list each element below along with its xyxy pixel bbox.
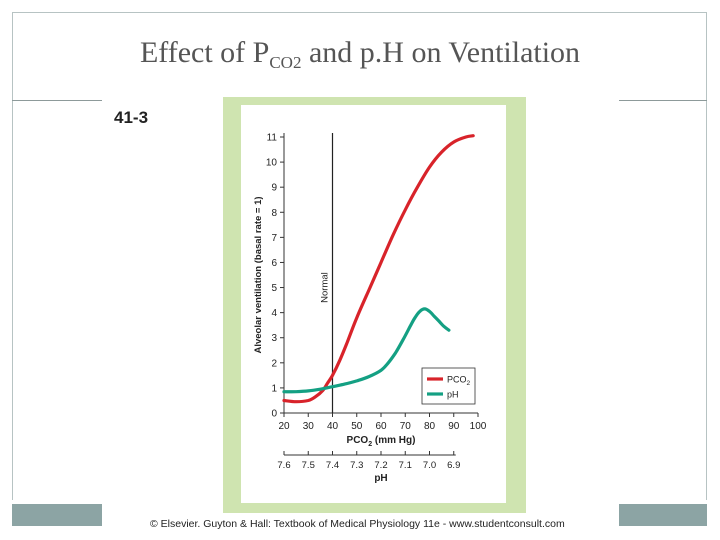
legend-ph-label: pH (447, 390, 459, 400)
ph-tick-label: 7.6 (277, 460, 290, 471)
y-tick-label: 3 (271, 333, 277, 344)
x-tick-label: 60 (375, 421, 387, 432)
figure-number: 41-3 (114, 108, 149, 127)
x-tick-label: 90 (448, 421, 460, 432)
title-rule-left (12, 100, 102, 101)
plot-background (241, 105, 506, 503)
x-axis-label: PCO2 (mm Hg) (347, 435, 416, 448)
title-rule-right (619, 100, 707, 101)
y-tick-label: 11 (267, 133, 278, 144)
slide-title-post: and p.H on Ventilation (301, 36, 581, 69)
x-axis-label-main: PCO (347, 435, 369, 446)
x-tick-label: 20 (278, 421, 290, 432)
ph-series-line (282, 307, 451, 394)
y-tick-label: 4 (271, 308, 277, 319)
x-axis-label-unit: (mm Hg) (372, 435, 415, 446)
y-tick-label: 8 (271, 208, 277, 219)
slide-frame-top (12, 12, 707, 13)
ph-tick-label: 7.0 (423, 460, 436, 471)
x-tick-label: 30 (303, 421, 315, 432)
x-tick-label: 70 (400, 421, 412, 432)
legend-pco2-sub: 2 (467, 380, 471, 387)
ph-tick-label: 6.9 (447, 460, 460, 471)
legend-pco2-label: PCO2 (447, 375, 471, 388)
slide-title-sub: CO2 (269, 53, 302, 72)
slide-frame-left (12, 12, 13, 500)
footer-bar-left (12, 504, 102, 526)
footer-bar-right (619, 504, 707, 526)
y-tick-label: 10 (266, 158, 278, 169)
y-tick-label: 7 (271, 233, 277, 244)
y-tick-label: 0 (271, 409, 277, 420)
slide-title-pre: Effect of P (139, 36, 270, 69)
y-tick-label: 9 (271, 183, 277, 194)
ph-tick-label: 7.3 (350, 460, 363, 471)
pco2-series-line (282, 134, 475, 404)
ph-tick-label: 7.5 (302, 460, 315, 471)
normal-reference-label: Normal (320, 272, 331, 303)
x-tick-label: 40 (327, 421, 339, 432)
x-tick-label: 100 (470, 421, 487, 432)
y-tick-label: 2 (271, 358, 277, 369)
y-tick-label: 6 (271, 258, 277, 269)
y-tick-label: 5 (271, 283, 277, 294)
x-tick-label: 80 (424, 421, 436, 432)
ph-tick-label: 7.2 (374, 460, 387, 471)
legend-box (421, 367, 476, 405)
ventilation-chart: 0 1 2 3 4 5 6 7 8 9 10 11 20 30 40 50 60 70 80 90 100 Alveola… (241, 105, 506, 503)
slide-title: Effect of PCO2 and p.H on Ventilation (0, 36, 720, 73)
ph-tick-label: 7.4 (326, 460, 339, 471)
x-tick-label: 50 (351, 421, 363, 432)
ph-axis-label: pH (374, 473, 387, 484)
x-axis-label-sub: 2 (368, 441, 372, 448)
y-tick-label: 1 (271, 383, 277, 394)
chart-panel: 0 1 2 3 4 5 6 7 8 9 10 11 20 30 40 50 60 70 80 90 100 Alveola… (223, 97, 526, 513)
legend-pco2-main: PCO (447, 375, 467, 385)
slide-frame-right (706, 12, 707, 500)
y-axis-label: Alveolar ventilation (basal rate = 1) (253, 196, 264, 353)
copyright-text: © Elsevier. Guyton & Hall: Textbook of M… (150, 518, 565, 530)
ph-tick-label: 7.1 (399, 460, 412, 471)
